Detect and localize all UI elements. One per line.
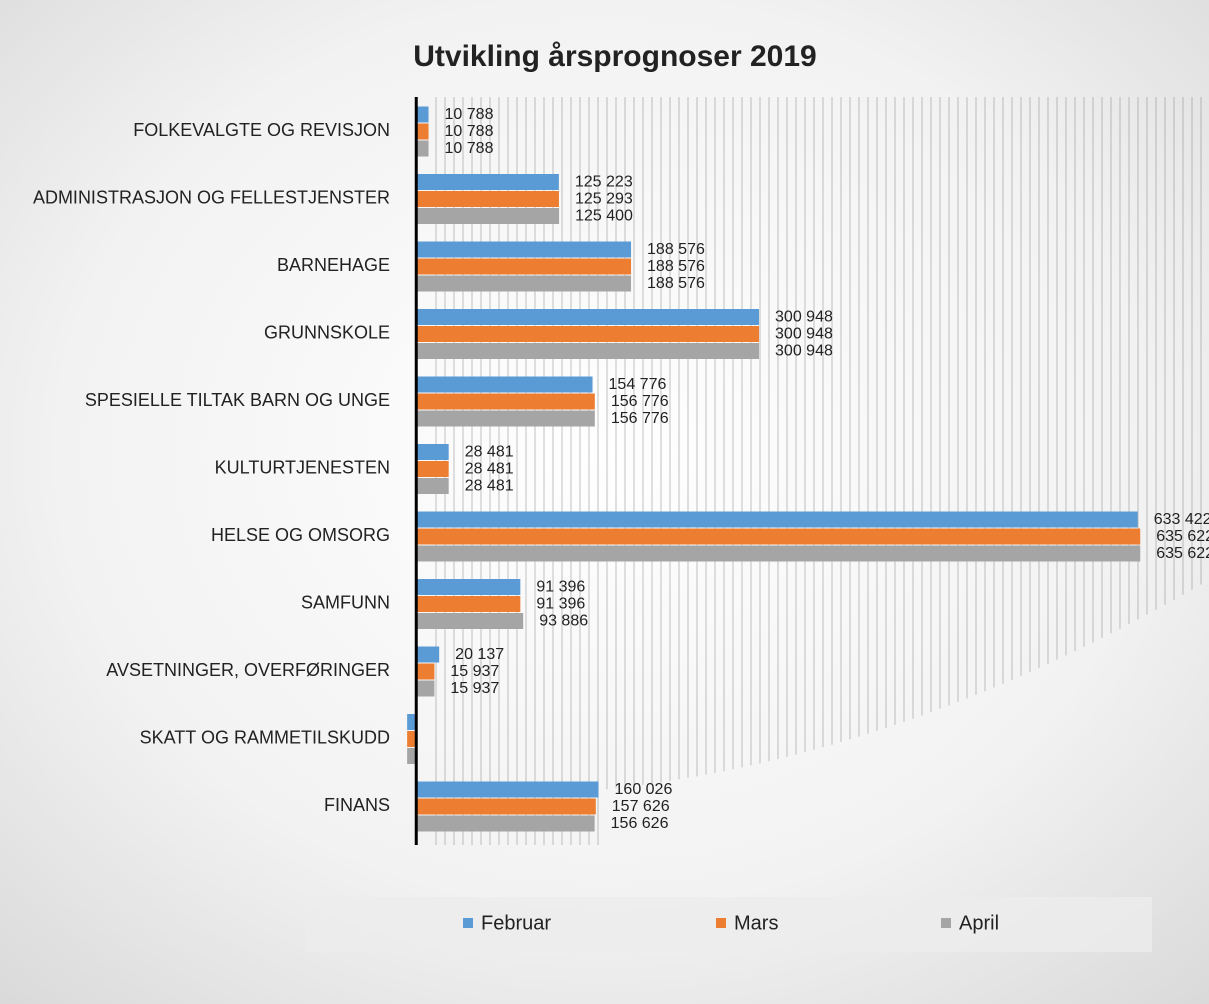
bar [416, 613, 524, 629]
value-label: 635 622 [1156, 528, 1209, 545]
value-label: 635 622 [1156, 545, 1209, 562]
value-label: 93 886 [539, 613, 588, 630]
bar [407, 714, 417, 730]
y-tick-label: ADMINISTRASJON OG FELLESTJENSTER [33, 187, 390, 207]
y-tick-label: HELSE OG OMSORG [211, 525, 390, 545]
bar [416, 781, 599, 798]
bar [416, 815, 595, 832]
bar [416, 258, 632, 275]
bar [416, 410, 595, 427]
bar [407, 748, 417, 764]
y-tick-label: SPESIELLE TILTAK BARN OG UNGE [85, 390, 390, 410]
bar [416, 140, 429, 157]
value-label: 10 788 [445, 140, 494, 157]
bar [416, 393, 595, 410]
y-tick-label: BARNEHAGE [277, 255, 390, 275]
value-label: 156 626 [611, 815, 669, 832]
bar [416, 191, 559, 207]
y-tick-label: SAMFUNN [301, 592, 390, 612]
legend-label: Februar [481, 912, 551, 934]
bar [416, 444, 449, 460]
bar [416, 343, 760, 359]
legend-marker [463, 918, 473, 928]
value-label: 10 788 [445, 106, 494, 123]
bar [416, 528, 1141, 545]
y-tick-label: SKATT OG RAMMETILSKUDD [140, 727, 390, 747]
bar [416, 663, 435, 680]
value-label: 28 481 [465, 478, 514, 495]
value-label: 91 396 [536, 579, 585, 596]
bar [416, 123, 429, 140]
value-label: 300 948 [775, 326, 833, 343]
legend-box [305, 897, 1152, 952]
chart-title: Utvikling årsprognoser 2019 [413, 40, 816, 73]
value-label: 633 422 [1154, 511, 1209, 528]
value-label: 154 776 [609, 376, 667, 393]
bar [416, 798, 596, 815]
bar [416, 275, 632, 292]
value-label: 188 576 [647, 241, 705, 258]
value-label: 28 481 [465, 444, 514, 461]
value-label: 125 293 [575, 191, 633, 208]
legend-marker [941, 918, 951, 928]
value-label: 156 776 [611, 410, 669, 427]
value-label: 300 948 [775, 309, 833, 326]
y-tick-label: FOLKEVALGTE OG REVISJON [133, 120, 390, 140]
bar [416, 478, 449, 494]
value-label: 125 400 [575, 208, 633, 225]
value-label: 125 223 [575, 174, 633, 191]
bar [416, 646, 440, 663]
bar [416, 174, 559, 190]
value-label: 156 776 [611, 393, 669, 410]
bar [416, 461, 449, 477]
bar [416, 579, 521, 595]
bar [416, 596, 521, 612]
value-label: 15 937 [450, 680, 499, 697]
value-label: 300 948 [775, 343, 833, 360]
value-label: 188 576 [647, 275, 705, 292]
y-tick-label: AVSETNINGER, OVERFØRINGER [106, 660, 390, 680]
bar [416, 376, 593, 393]
y-tick-label: KULTURTJENESTEN [215, 457, 390, 477]
value-label: 20 137 [455, 646, 504, 663]
value-label: 15 937 [450, 663, 499, 680]
value-label: 157 626 [612, 798, 670, 815]
bar [416, 326, 760, 342]
legend-label: April [959, 912, 999, 934]
legend-marker [716, 918, 726, 928]
bar [416, 309, 760, 325]
value-label: 160 026 [615, 781, 673, 798]
y-tick-label: GRUNNSKOLE [264, 322, 390, 342]
bar [416, 545, 1141, 562]
bar [416, 241, 632, 258]
value-label: 91 396 [536, 596, 585, 613]
value-label: 10 788 [445, 123, 494, 140]
bar [416, 511, 1138, 528]
bar [416, 208, 560, 224]
bar [416, 680, 435, 697]
value-label: 188 576 [647, 258, 705, 275]
y-tick-label: FINANS [324, 795, 390, 815]
bar [407, 731, 417, 747]
legend-label: Mars [734, 912, 778, 934]
bar [416, 106, 429, 123]
value-label: 28 481 [465, 461, 514, 478]
